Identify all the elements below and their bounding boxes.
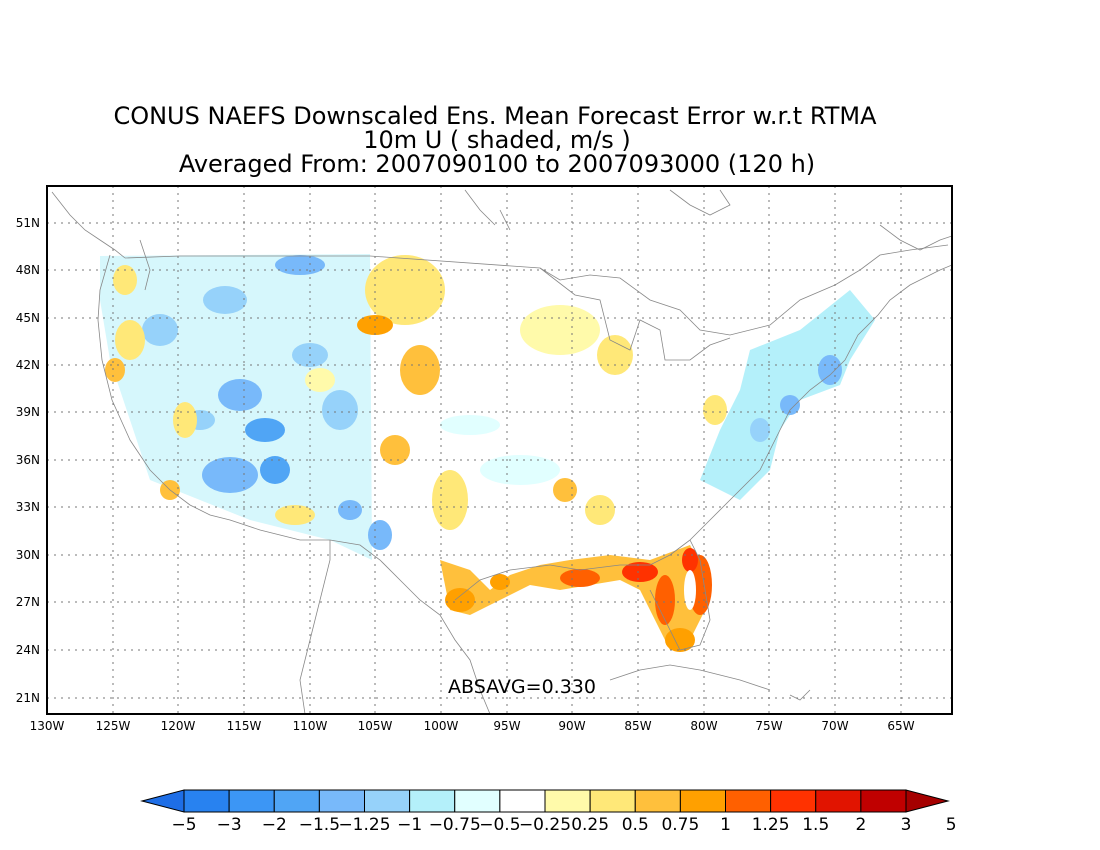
colorbar-box [228,789,275,813]
colorbar-box [454,789,501,813]
colorbar-label: 3 [901,815,912,835]
lon-tick: 90W [558,719,585,733]
shaded-error-field [100,254,875,652]
colorbar-label: 1.25 [752,815,790,835]
lon-tick: 110W [293,719,328,733]
lat-tick: 48N [16,263,40,277]
lon-tick: 65W [887,719,914,733]
colorbar-extend-low [140,789,185,813]
colorbar-box [815,789,862,813]
lat-tick: 51N [16,216,40,230]
lon-tick: 120W [161,719,196,733]
colorbar-label: −0.5 [479,815,520,835]
lon-tick: 100W [424,719,459,733]
lon-tick: 75W [755,719,782,733]
colorbar-label: −5 [171,815,196,835]
lat-tick: 36N [16,453,40,467]
colorbar-box [364,789,411,813]
absavg-annotation: ABSAVG=0.330 [448,676,596,698]
colorbar-boxes [140,789,950,813]
lat-tick: 30N [16,548,40,562]
lat-tick: 27N [16,595,40,609]
colorbar-box [409,789,456,813]
lon-tick: 85W [624,719,651,733]
colorbar-label: 0.75 [661,815,699,835]
map-title-line3: Averaged From: 2007090100 to 2007093000 … [179,150,815,178]
colorbar-label: −3 [217,815,242,835]
colorbar-label: 5 [946,815,957,835]
lat-tick: 24N [16,643,40,657]
colorbar-box [499,789,546,813]
colorbar-label: −1.5 [299,815,340,835]
colorbar-box [679,789,726,813]
colorbar-box [770,789,817,813]
colorbar-label: 1.5 [802,815,829,835]
colorbar-box [318,789,365,813]
colorbar-label: −0.75 [429,815,481,835]
colorbar-box [860,789,907,813]
map-plot-area [47,186,952,714]
lon-tick: 125W [96,719,131,733]
colorbar-label: 2 [855,815,866,835]
lat-tick: 21N [16,691,40,705]
colorbar-extend-high [905,789,950,813]
plot-frame [46,185,953,715]
colorbar-label: −1 [397,815,422,835]
lon-ticks: 130W 125W 120W 115W 110W 105W 100W 95W 9… [30,719,915,733]
colorbar: −5 −3 −2 −1.5−1.25 −1 −0.75−0.5−0.25 0.25 0.5 0.… [140,789,957,835]
lat-tick: 45N [16,311,40,325]
lon-tick: 95W [493,719,520,733]
coastlines [51,189,952,714]
lat-ticks: 21N 24N 27N 30N 33N 36N 39N 42N 45N 48N … [16,216,40,705]
colorbar-label: 0.5 [622,815,649,835]
colorbar-box [544,789,591,813]
colorbar-box [634,789,681,813]
colorbar-label: 1 [720,815,731,835]
colorbar-label: −0.25 [519,815,571,835]
lon-tick: 105W [358,719,393,733]
lon-tick: 70W [821,719,848,733]
colorbar-labels: −5 −3 −2 −1.5−1.25 −1 −0.75−0.5−0.25 0.25 0.5 0.… [171,815,956,835]
lon-tick: 80W [690,719,717,733]
colorbar-box [725,789,772,813]
map-title-line2: 10m U ( shaded, m/s ) [363,126,631,154]
lon-tick: 130W [30,719,65,733]
lat-tick: 39N [16,405,40,419]
colorbar-label: −2 [262,815,287,835]
colorbar-box [589,789,636,813]
colorbar-box [273,789,320,813]
lat-tick: 33N [16,500,40,514]
lat-tick: 42N [16,358,40,372]
lon-tick: 115W [227,719,262,733]
colorbar-label: 0.25 [571,815,609,835]
colorbar-label: −1.25 [338,815,390,835]
map-title-line1: CONUS NAEFS Downscaled Ens. Mean Forecas… [113,102,877,130]
colorbar-box [183,789,230,813]
